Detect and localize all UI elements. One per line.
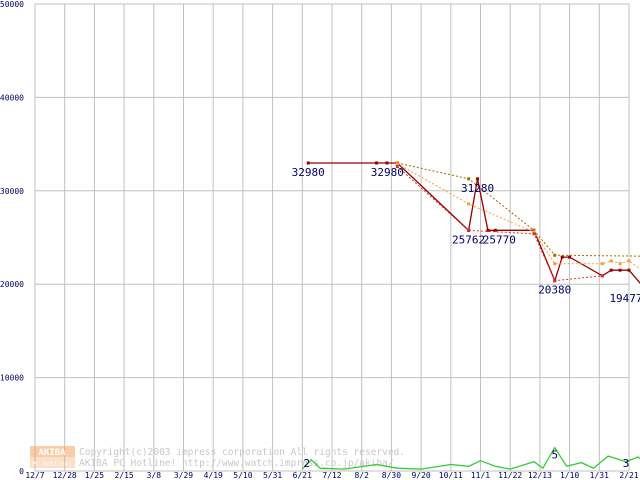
x-tick-label: 3/8 [147,471,162,480]
x-tick-label: 2/15 [114,471,133,480]
value-label: 32980 [371,166,404,179]
x-tick-label: 6/21 [293,471,312,480]
value-label: 32980 [292,166,325,179]
y-tick-label: 50000 [0,0,24,9]
x-tick-label: 1/25 [85,471,104,480]
data-point [627,268,631,272]
x-tick-label: 12/13 [528,471,552,480]
x-tick-label: 4/19 [204,471,223,480]
data-point [467,228,471,232]
y-axis-tick-labels: 0 10000 20000 30000 40000 50000 [0,0,24,476]
data-point [553,253,557,257]
x-tick-label: 1/31 [590,471,609,480]
y-tick-label: 0 [19,467,24,476]
x-tick-label: 1/10 [560,471,579,480]
value-label: 3 [623,457,630,470]
data-point [532,230,536,234]
x-tick-label: 10/11 [439,471,463,480]
y-tick-label: 10000 [0,374,24,383]
data-point [395,165,399,169]
x-tick-label: 8/2 [354,471,369,480]
data-point [476,177,480,181]
x-tick-label: 11/1 [471,471,490,480]
x-tick-label: 12/7 [25,471,44,480]
value-label: 31280 [461,182,494,195]
watermark-logo-bottom-box [30,457,75,468]
watermark-logo-bottom: PC Hotline! [32,461,72,468]
data-point [486,228,490,232]
watermark-copyright: Copyright(c)2003 impress corporation All… [79,447,405,458]
data-point [600,262,604,266]
data-point [609,259,613,263]
data-point [532,228,536,232]
data-series [301,161,640,470]
value-label: 2 [303,457,310,470]
x-tick-label: 7/12 [322,471,341,480]
x-tick-label: 11/22 [498,471,522,480]
value-label: 20380 [538,284,571,297]
x-tick-label: 8/30 [382,471,401,480]
watermark-site: AKIBA PC Hotline! http://www.watch.impre… [79,458,394,469]
data-point [609,268,613,272]
data-point [467,177,471,181]
data-point [395,162,399,166]
value-label: 19477 [609,292,640,305]
data-point [627,259,631,263]
value-label: 25762 [452,233,485,246]
data-point [553,262,557,266]
x-tick-label: 2/21 [619,471,638,480]
data-point [618,262,622,266]
data-point [553,279,557,283]
data-point [532,232,536,236]
data-point [493,228,497,232]
y-tick-label: 40000 [0,93,24,102]
x-tick-label: 3/29 [174,471,193,480]
y-tick-label: 30000 [0,187,24,196]
data-point [306,161,310,165]
data-point [385,161,389,165]
data-point [375,161,379,165]
x-axis-tick-labels: 12/7 12/28 1/25 2/15 3/8 3/29 4/19 5/10 5/31 6/21… [25,471,638,480]
data-point [568,255,572,259]
watermark-logo-top-box [30,446,75,457]
y-tick-label: 20000 [0,280,24,289]
x-tick-label: 5/10 [233,471,252,480]
series-line-2 [397,163,640,270]
x-tick-label: 5/31 [263,471,282,480]
data-point [600,274,604,278]
data-point [467,202,471,206]
x-tick-label: 12/28 [53,471,77,480]
value-label: 25770 [483,233,516,246]
data-point [618,268,622,272]
x-tick-label: 9/20 [411,471,430,480]
value-label: 5 [551,449,558,462]
watermark: AKIBA PC Hotline! Copyright(c)2003 impre… [30,446,405,469]
watermark-logo-top: AKIBA [38,448,66,458]
series-line-4 [301,446,640,470]
data-point [560,255,564,259]
